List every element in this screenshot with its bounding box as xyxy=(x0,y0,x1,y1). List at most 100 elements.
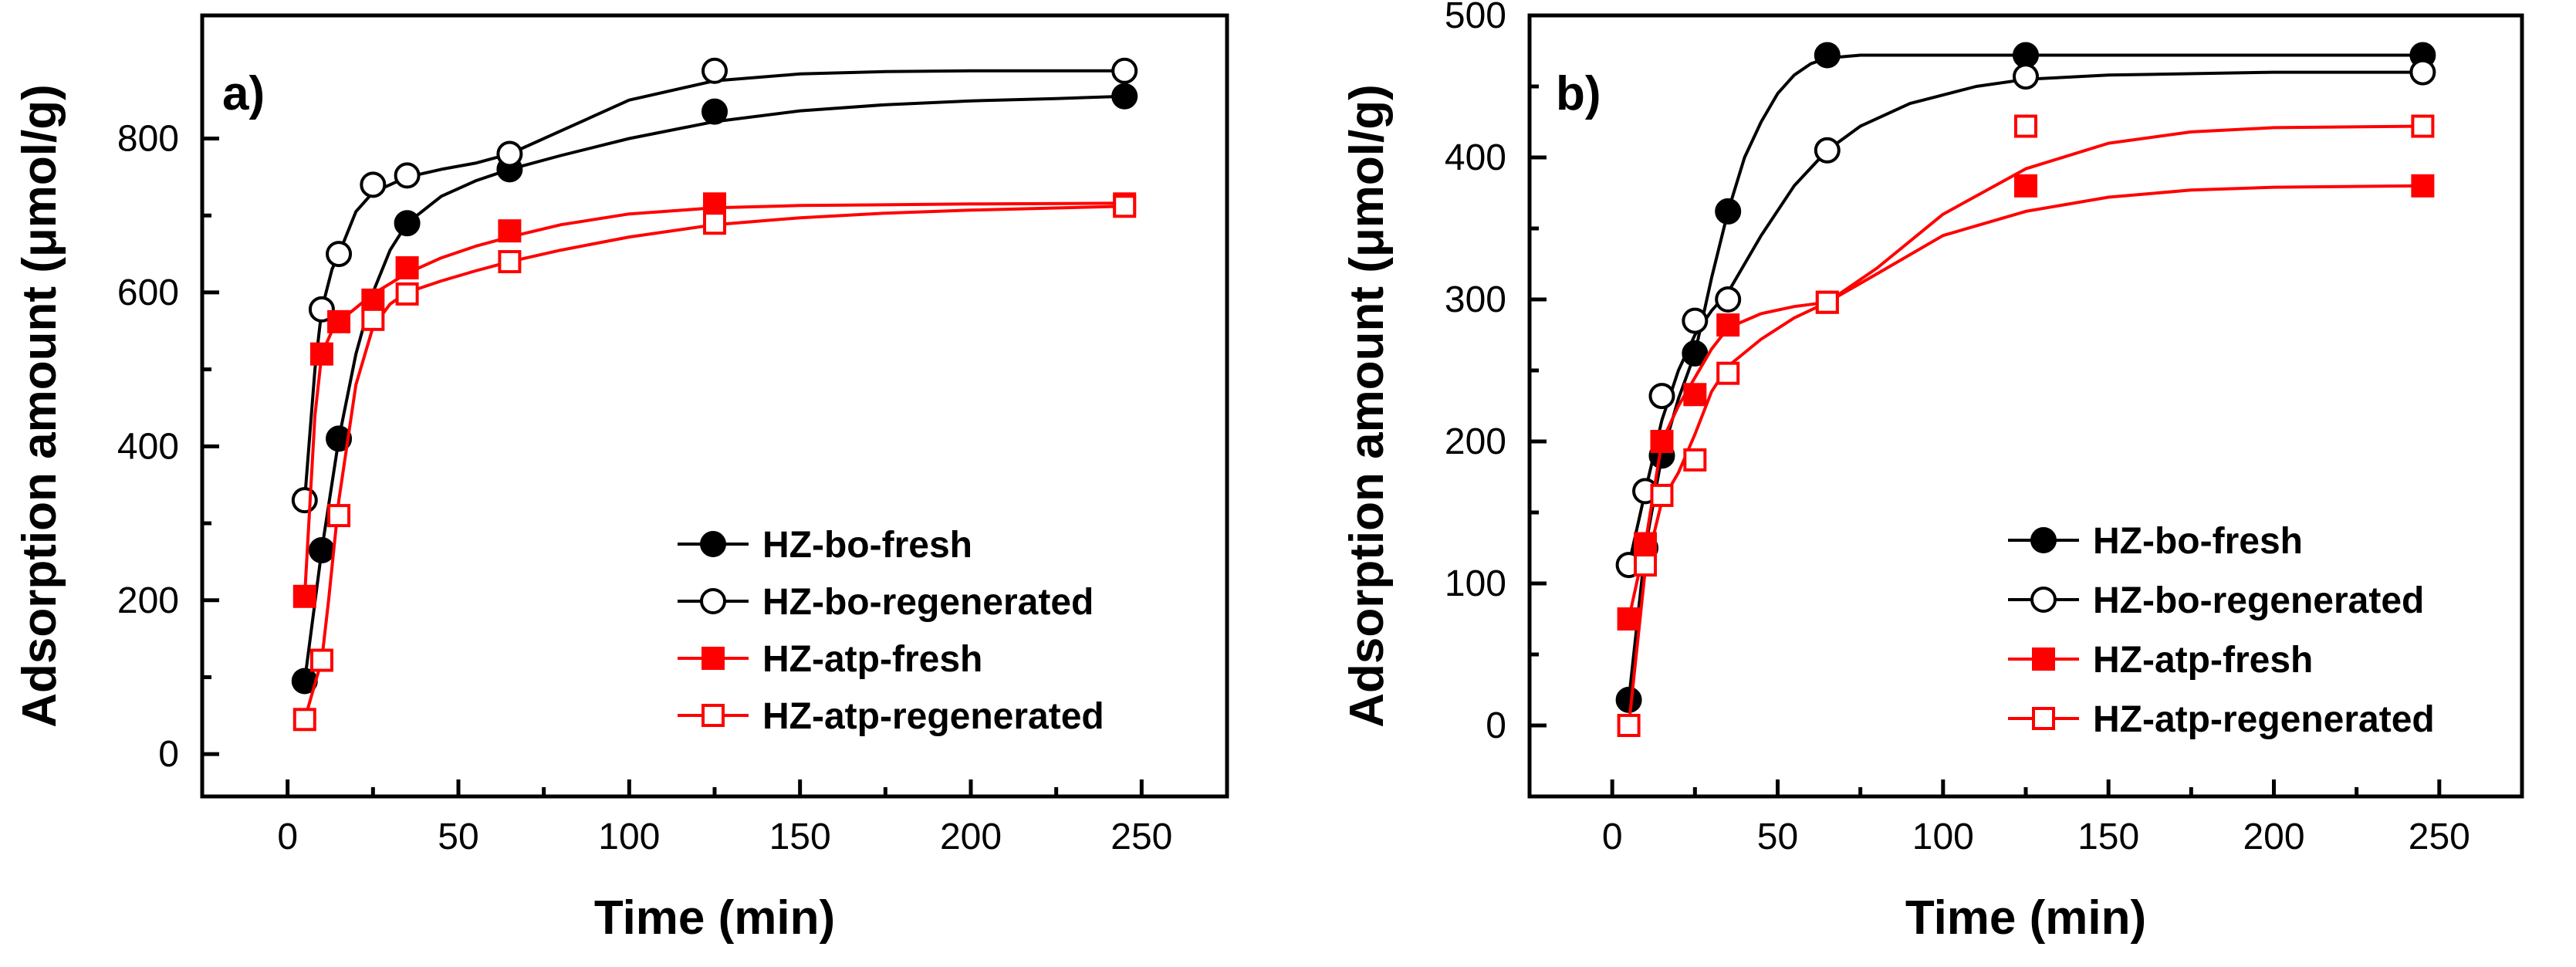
data-point xyxy=(1814,137,1841,164)
legend-label: HZ-bo-fresh xyxy=(2093,521,2303,562)
legend-marker xyxy=(2032,707,2055,730)
data-point xyxy=(326,425,353,452)
data-point xyxy=(360,171,387,198)
data-point xyxy=(1634,553,1658,577)
y-tick-label: 200 xyxy=(117,580,179,621)
x-tick-label: 100 xyxy=(598,817,660,857)
data-point xyxy=(327,504,351,528)
data-point xyxy=(1716,361,1740,385)
data-point xyxy=(2014,174,2037,198)
x-axis-title: Time (min) xyxy=(594,891,835,945)
series-hz-bo-regenerated xyxy=(1615,59,2436,579)
panel-label: b) xyxy=(1556,67,1601,120)
data-point xyxy=(1650,483,1674,507)
data-point xyxy=(2411,114,2435,138)
y-tick-label: 0 xyxy=(158,734,179,775)
legend-marker xyxy=(701,704,725,727)
data-point xyxy=(701,57,728,84)
series-hz-bo-regenerated xyxy=(291,57,1138,514)
x-tick-label: 0 xyxy=(1602,817,1623,857)
data-point xyxy=(1716,313,1740,337)
data-point xyxy=(309,648,333,672)
legend-label: HZ-atp-fresh xyxy=(2093,640,2313,681)
legend: HZ-bo-fresh HZ-bo-regenerated HZ-atp-fresh… xyxy=(2008,521,2435,740)
data-point xyxy=(1650,430,1674,453)
data-point xyxy=(1111,57,1138,84)
legend-marker xyxy=(2030,527,2057,553)
y-tick-label: 0 xyxy=(1486,705,1506,746)
series-hz-atp-fresh xyxy=(292,192,1137,608)
fit-curve xyxy=(303,201,1125,597)
data-point xyxy=(1682,307,1709,334)
data-point xyxy=(292,708,316,732)
data-point xyxy=(703,211,726,235)
y-tick-label: 400 xyxy=(1445,137,1506,178)
legend-marker xyxy=(701,647,725,670)
data-point xyxy=(291,487,318,514)
data-point xyxy=(1815,290,1839,314)
data-point xyxy=(394,210,421,237)
x-tick-label: 250 xyxy=(2409,817,2470,857)
data-point xyxy=(327,309,351,333)
x-tick-label: 50 xyxy=(438,817,478,857)
data-point xyxy=(1617,607,1641,631)
x-tick-label: 0 xyxy=(277,817,298,857)
data-point xyxy=(1113,194,1137,218)
x-axis-title: Time (min) xyxy=(1905,891,2146,945)
chart-b: 0 50 100 150 200 250 0 100 200 300 400 500 Time (min… xyxy=(1340,0,2524,945)
data-point xyxy=(394,162,421,189)
legend-label: HZ-bo-regenerated xyxy=(2093,580,2424,621)
legend-marker xyxy=(2030,587,2057,613)
chart-a: 0 50 100 150 200 250 0 200 400 600 800 Time (min) Ad… xyxy=(13,13,1229,945)
data-point xyxy=(1648,383,1675,410)
legend-label: HZ-atp-regenerated xyxy=(762,696,1104,737)
data-point xyxy=(496,140,523,167)
fit-curve xyxy=(1627,124,2423,726)
data-point xyxy=(361,307,385,331)
series-hz-atp-regenerated xyxy=(1617,114,2435,737)
legend-marker xyxy=(2032,647,2055,671)
data-point xyxy=(2014,114,2037,138)
data-point xyxy=(1715,198,1742,225)
data-point xyxy=(701,98,728,125)
x-tick-label: 50 xyxy=(1757,817,1798,857)
data-point xyxy=(1683,383,1707,407)
fit-curve xyxy=(1627,70,2423,566)
data-point xyxy=(326,241,353,268)
fit-curve xyxy=(1627,184,2423,620)
data-point xyxy=(292,584,316,608)
x-tick-label: 200 xyxy=(2243,817,2304,857)
data-point xyxy=(1814,42,1841,69)
data-point xyxy=(498,219,522,243)
data-point xyxy=(703,192,726,216)
x-tick-label: 200 xyxy=(940,817,1002,857)
series-hz-bo-fresh xyxy=(291,83,1138,695)
data-point xyxy=(2409,59,2436,86)
data-point xyxy=(309,342,333,366)
data-point xyxy=(1715,286,1742,313)
x-tick-label: 100 xyxy=(1912,817,1974,857)
y-tick-label: 300 xyxy=(1445,279,1506,320)
x-tick-label: 250 xyxy=(1111,817,1172,857)
legend-marker xyxy=(700,531,726,557)
y-tick-label: 100 xyxy=(1445,563,1506,604)
y-tick-label: 500 xyxy=(1445,0,1506,36)
legend-label: HZ-bo-regenerated xyxy=(762,582,1094,623)
y-axis-title: Adsorption amount (μmol/g) xyxy=(1340,84,1394,728)
data-point xyxy=(2013,63,2039,90)
data-point xyxy=(1683,448,1707,472)
panel-label: a) xyxy=(222,67,265,120)
y-axis-title: Adsorption amount (μmol/g) xyxy=(13,84,66,728)
legend-label: HZ-bo-fresh xyxy=(762,525,972,566)
legend-marker xyxy=(700,588,726,614)
legend-label: HZ-atp-fresh xyxy=(762,639,982,680)
legend: HZ-bo-fresh HZ-bo-regenerated HZ-atp-fresh… xyxy=(678,525,1104,737)
data-point xyxy=(308,536,335,563)
plot-frame xyxy=(200,13,1229,799)
data-point xyxy=(395,282,419,306)
data-point xyxy=(1617,714,1641,737)
data-point xyxy=(2013,42,2039,69)
data-point xyxy=(2411,174,2435,198)
y-tick-label: 600 xyxy=(117,272,179,313)
